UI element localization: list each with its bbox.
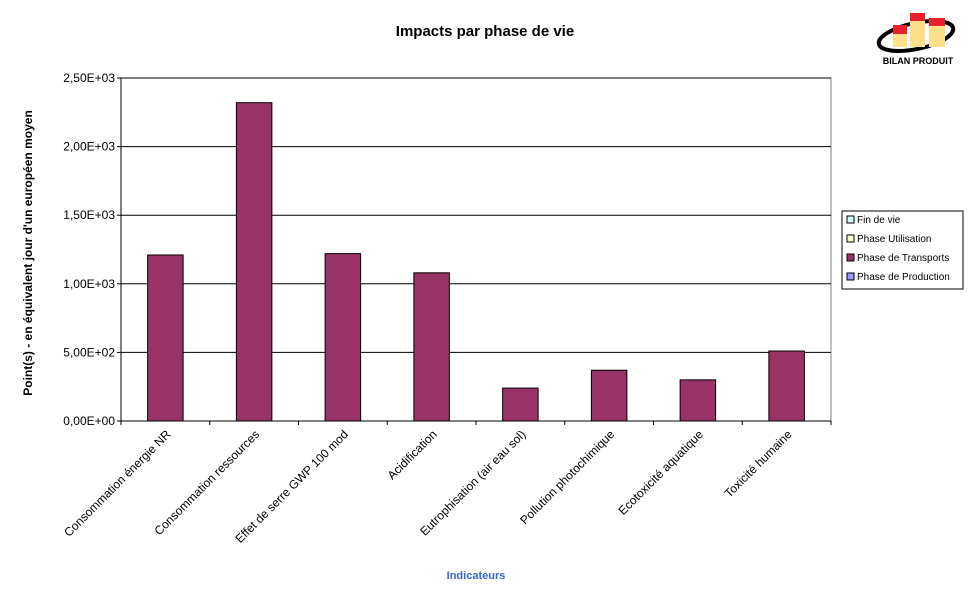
logo-bar-1-top (893, 25, 907, 34)
legend-swatch (846, 215, 855, 224)
logo-text: BILAN PRODUIT (883, 56, 954, 66)
y-axis-label: Point(s) - en équivalent jour d'un europ… (21, 110, 35, 396)
plot-area (120, 77, 832, 422)
logo-bar-2-top (910, 13, 925, 21)
legend-label: Phase de Transports (857, 253, 949, 264)
x-axis-label: Indicateurs (447, 570, 506, 582)
legend-swatch (846, 234, 855, 243)
legend-swatch (846, 272, 855, 281)
y-tick-label: 0,00E+00 (63, 414, 115, 428)
bar-phase-de-transports (679, 379, 717, 422)
bar-phase-de-transports (324, 253, 362, 422)
bar-phase-de-transports (235, 102, 273, 422)
y-tick-label: 1,00E+03 (63, 277, 115, 291)
legend-swatch (846, 253, 855, 262)
legend-label: Fin de vie (857, 215, 901, 226)
x-tick-label: Pollution photochimique (517, 427, 617, 527)
y-tick-label: 5,00E+02 (63, 345, 115, 359)
x-tick-label: Ecotoxicité aquatique (615, 427, 706, 518)
x-tick-label: Acidification (385, 427, 440, 482)
y-tick-label: 1,50E+03 (63, 208, 115, 222)
bars (147, 102, 805, 422)
bar-phase-de-transports (590, 369, 628, 422)
bar-phase-de-transports (502, 387, 539, 422)
legend-label: Phase Utilisation (857, 234, 931, 245)
x-tick-label: Toxicité humaine (722, 427, 795, 500)
legend-box (841, 210, 964, 290)
logo-bar-3-top (929, 18, 945, 26)
y-tick-label: 2,00E+03 (63, 140, 115, 154)
bar-phase-de-transports (413, 272, 450, 422)
bilan-produit-logo: BILAN PRODUIT (876, 13, 956, 66)
y-axis-ticks: 0,00E+00 5,00E+02 1,00E+03 1,50E+03 2,00E+03… (63, 71, 121, 428)
y-tick-label: 2,50E+03 (63, 71, 115, 85)
bar-phase-de-transports (147, 254, 184, 422)
bar-phase-de-transports (768, 350, 805, 422)
chart-title: Impacts par phase de vie (396, 23, 574, 40)
x-tick-label: Eutrophisation (air eau sol) (417, 427, 528, 538)
legend-label: Phase de Production (857, 272, 950, 283)
legend: Fin de vie Phase Utilisation Phase de Tran… (841, 210, 964, 290)
logo-bar-2 (910, 13, 925, 47)
